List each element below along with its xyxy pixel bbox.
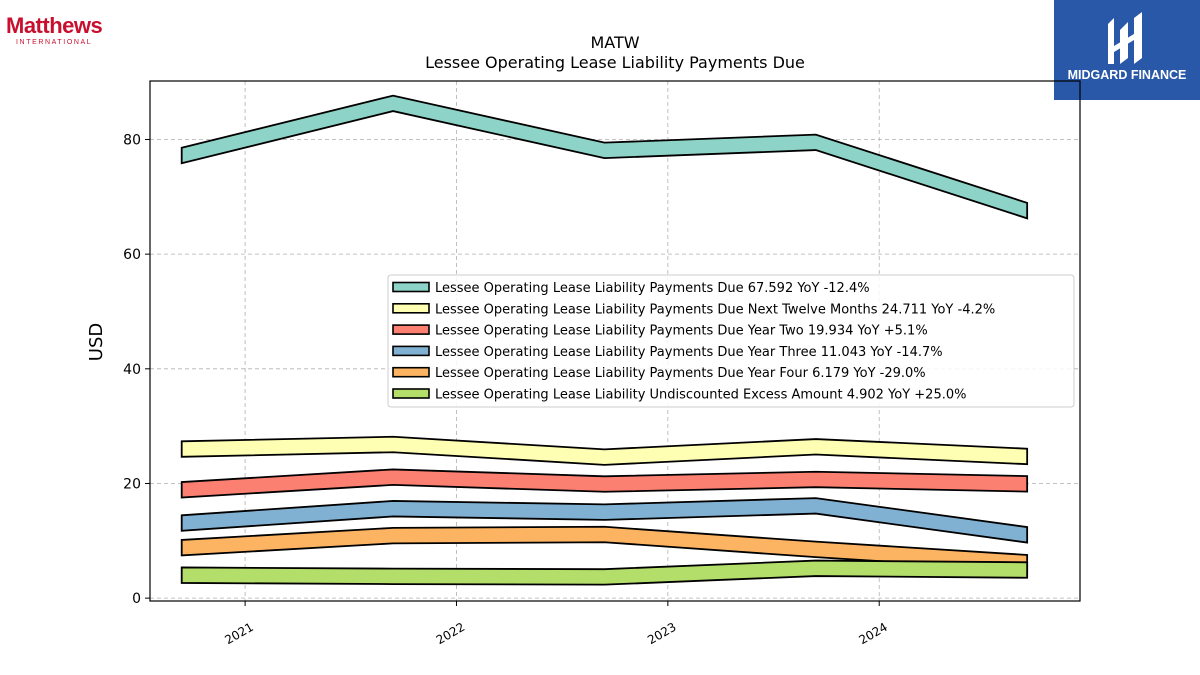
- x-tick-label: 2022: [434, 620, 467, 647]
- legend-item: Lessee Operating Lease Liability Payment…: [392, 281, 870, 296]
- legend-label: Lessee Operating Lease Liability Payment…: [435, 281, 870, 296]
- y-axis-label: USD: [86, 323, 107, 361]
- series-band-6: [180, 559, 1029, 586]
- y-tick-label: 0: [132, 591, 141, 607]
- series-line: [180, 94, 1029, 220]
- legend-item: Lessee Operating Lease Liability Payment…: [392, 345, 943, 360]
- legend-label: Lessee Operating Lease Liability Undisco…: [435, 388, 966, 403]
- x-tick-label: 2021: [222, 620, 255, 647]
- legend-label: Lessee Operating Lease Liability Payment…: [435, 366, 926, 381]
- logo-brand-text: Matthews: [6, 13, 103, 38]
- legend-item: Lessee Operating Lease Liability Payment…: [392, 366, 926, 381]
- series-band-3: [180, 468, 1029, 499]
- x-tick-label: 2023: [645, 620, 678, 647]
- midgard-finance-logo: MIDGARD FINANCE: [1054, 0, 1200, 100]
- logo-name-text: MIDGARD FINANCE: [1067, 68, 1187, 82]
- legend-swatch: [392, 366, 430, 378]
- plot-frame: [149, 80, 1081, 602]
- y-tick-label: 60: [123, 247, 141, 263]
- legend-item: Lessee Operating Lease Liability Undisco…: [392, 388, 966, 403]
- legend-swatch: [392, 281, 430, 293]
- legend-item: Lessee Operating Lease Liability Payment…: [392, 324, 928, 339]
- legend: Lessee Operating Lease Liability Payment…: [387, 274, 1075, 408]
- legend-swatch: [392, 302, 430, 314]
- y-tick-label: 80: [123, 132, 141, 148]
- series-line: [180, 497, 1029, 544]
- matthews-logo: Matthews INTERNATIONAL: [6, 14, 116, 48]
- series-line: [180, 559, 1029, 586]
- logo-sub-text: INTERNATIONAL: [16, 39, 93, 46]
- series-band-4: [180, 497, 1029, 544]
- series-line: [180, 435, 1029, 466]
- chart-title: MATW: [590, 33, 639, 52]
- chart-subtitle: Lessee Operating Lease Liability Payment…: [425, 53, 805, 72]
- y-tick-label: 20: [123, 476, 141, 492]
- x-axis: 2021 2022 2023 2024: [222, 601, 890, 647]
- midgard-logo-mark-icon: [1108, 12, 1142, 64]
- series-layer: [180, 94, 1029, 586]
- series-line: [180, 468, 1029, 499]
- legend-box: [387, 274, 1075, 408]
- legend-swatch: [392, 324, 430, 335]
- legend-swatch: [392, 388, 430, 399]
- y-tick-label: 40: [123, 362, 141, 378]
- legend-label: Lessee Operating Lease Liability Payment…: [435, 345, 943, 360]
- legend-swatch: [392, 345, 430, 357]
- series-band-2: [180, 435, 1029, 466]
- y-axis: 0 20 40 60 80: [123, 132, 150, 607]
- legend-item: Lessee Operating Lease Liability Payment…: [392, 302, 995, 317]
- series-band-1: [180, 94, 1029, 220]
- x-tick-label: 2024: [856, 620, 889, 647]
- legend-label: Lessee Operating Lease Liability Payment…: [435, 324, 928, 339]
- legend-label: Lessee Operating Lease Liability Payment…: [435, 302, 995, 317]
